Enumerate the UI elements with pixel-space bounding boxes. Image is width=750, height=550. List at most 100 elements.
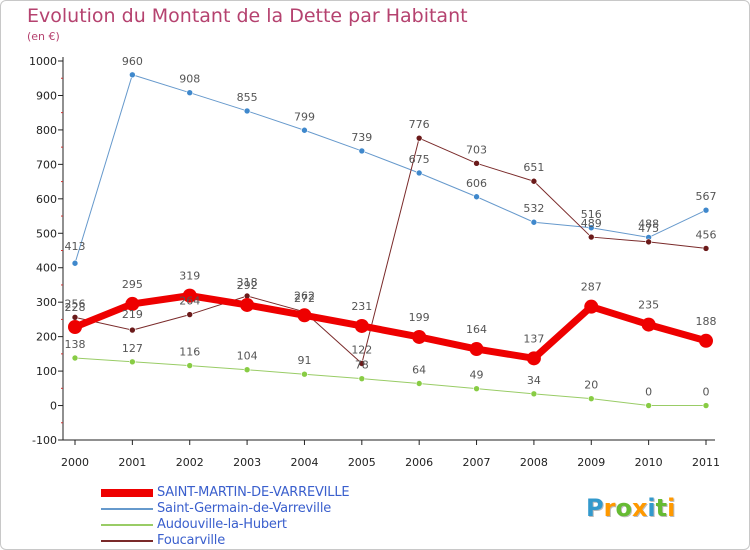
logo-letter: i xyxy=(667,494,676,522)
legend-item: Audouville-la-Hubert xyxy=(101,517,349,533)
data-label-audouville-la-hubert: 104 xyxy=(237,350,258,363)
data-point-foucarville xyxy=(645,238,652,246)
data-point-audouville-la-hubert xyxy=(186,362,194,369)
y-tick-label: 700 xyxy=(36,158,57,171)
y-tick-label: 600 xyxy=(36,193,57,206)
data-label-saint-germain-de-varreville: 532 xyxy=(523,202,544,215)
data-point-foucarville xyxy=(129,326,136,334)
chart-title: Evolution du Montant de la Dette par Hab… xyxy=(27,5,468,27)
y-tick-label: 1000 xyxy=(29,55,57,68)
data-label-audouville-la-hubert: 91 xyxy=(297,354,311,367)
data-label-audouville-la-hubert: 64 xyxy=(412,363,426,376)
legend-item: Foucarville xyxy=(101,533,349,549)
x-tick-label: 2001 xyxy=(118,456,146,469)
data-point-audouville-la-hubert xyxy=(587,395,595,402)
data-point-audouville-la-hubert xyxy=(243,366,251,374)
legend-item: SAINT-MARTIN-DE-VARREVILLE xyxy=(101,485,350,501)
y-tick-label: 0 xyxy=(50,400,57,413)
data-point-foucarville xyxy=(473,160,480,167)
series-line-foucarville xyxy=(74,137,707,365)
data-label-audouville-la-hubert: 20 xyxy=(584,379,598,392)
y-tick-label: 500 xyxy=(36,227,57,240)
legend-label: Audouville-la-Hubert xyxy=(157,517,287,532)
data-point-foucarville xyxy=(702,245,710,252)
data-point-saint-germain-de-varreville xyxy=(702,206,710,214)
data-point-saint-martin-de-varreville xyxy=(182,288,197,303)
series-line-saint-martin-de-varreville xyxy=(73,292,707,362)
data-point-saint-martin-de-varreville xyxy=(354,318,369,333)
data-label-foucarville: 651 xyxy=(523,161,544,174)
data-label-audouville-la-hubert: 116 xyxy=(179,346,200,359)
x-tick-label: 2005 xyxy=(348,456,376,469)
data-point-saint-martin-de-varreville xyxy=(412,329,427,344)
data-label-saint-martin-de-varreville: 287 xyxy=(581,281,602,294)
data-label-saint-germain-de-varreville: 413 xyxy=(65,240,86,253)
data-point-audouville-la-hubert xyxy=(473,385,480,392)
data-point-audouville-la-hubert xyxy=(702,402,710,409)
data-label-foucarville: 264 xyxy=(179,295,200,308)
data-label-foucarville: 776 xyxy=(409,118,430,131)
data-label-saint-germain-de-varreville: 855 xyxy=(237,91,258,104)
data-point-saint-germain-de-varreville xyxy=(587,224,595,232)
data-point-foucarville xyxy=(415,134,423,142)
data-label-foucarville: 489 xyxy=(581,217,602,230)
legend-label: Saint-Germain-de-Varreville xyxy=(157,501,332,516)
data-label-foucarville: 256 xyxy=(65,297,86,310)
logo-letter: r xyxy=(603,494,616,522)
x-tick-label: 2007 xyxy=(463,456,491,469)
data-label-saint-germain-de-varreville: 908 xyxy=(179,73,200,86)
data-label-audouville-la-hubert: 34 xyxy=(527,374,541,387)
data-label-saint-germain-de-varreville: 739 xyxy=(351,131,372,144)
data-label-saint-germain-de-varreville: 516 xyxy=(581,208,602,221)
data-label-saint-martin-de-varreville: 319 xyxy=(179,270,200,283)
data-point-saint-martin-de-varreville xyxy=(469,342,484,357)
x-tick-label: 2000 xyxy=(61,456,89,469)
data-point-foucarville xyxy=(530,177,538,185)
data-label-saint-germain-de-varreville: 567 xyxy=(696,190,717,203)
data-label-saint-martin-de-varreville: 228 xyxy=(65,301,86,314)
data-label-saint-martin-de-varreville: 231 xyxy=(351,300,372,313)
data-point-saint-germain-de-varreville xyxy=(301,126,308,134)
logo-letter: i xyxy=(647,494,656,522)
data-label-saint-martin-de-varreville: 188 xyxy=(696,315,717,328)
data-point-foucarville xyxy=(587,233,595,241)
x-tick-label: 2006 xyxy=(405,456,433,469)
x-tick-label: 2004 xyxy=(290,456,318,469)
data-point-saint-germain-de-varreville xyxy=(358,147,366,155)
data-point-audouville-la-hubert xyxy=(301,370,308,378)
x-tick-label: 2008 xyxy=(520,456,548,469)
y-tick-label: 800 xyxy=(36,124,57,137)
data-label-saint-germain-de-varreville: 488 xyxy=(638,217,659,230)
legend-swatch xyxy=(101,540,153,542)
data-label-saint-germain-de-varreville: 960 xyxy=(122,55,143,68)
data-point-audouville-la-hubert xyxy=(645,402,652,409)
logo-letter: x xyxy=(631,494,648,522)
legend-swatch xyxy=(101,489,153,497)
x-tick-label: 2003 xyxy=(233,456,261,469)
data-label-audouville-la-hubert: 0 xyxy=(703,386,710,399)
data-point-saint-martin-de-varreville xyxy=(125,296,140,311)
data-label-audouville-la-hubert: 49 xyxy=(470,369,484,382)
data-label-saint-germain-de-varreville: 606 xyxy=(466,177,487,190)
data-label-foucarville: 272 xyxy=(294,292,315,305)
data-label-foucarville: 456 xyxy=(696,228,717,241)
legend-swatch xyxy=(101,524,153,526)
y-tick-label: 100 xyxy=(36,365,57,378)
logo-letter: t xyxy=(655,494,668,522)
data-point-saint-germain-de-varreville xyxy=(129,71,136,79)
legend: SAINT-MARTIN-DE-VARREVILLE Saint-Germain-… xyxy=(101,485,350,549)
legend-swatch xyxy=(101,508,153,510)
data-point-audouville-la-hubert xyxy=(71,354,79,362)
data-label-foucarville: 122 xyxy=(351,344,372,357)
data-label-audouville-la-hubert: 138 xyxy=(65,338,86,351)
data-label-saint-martin-de-varreville: 199 xyxy=(409,311,430,324)
data-point-saint-martin-de-varreville xyxy=(699,333,713,348)
logo-letter: P xyxy=(586,494,604,522)
data-point-saint-martin-de-varreville xyxy=(641,317,656,332)
data-point-audouville-la-hubert xyxy=(129,358,136,366)
unit-label: (en €) xyxy=(27,30,60,43)
data-point-saint-germain-de-varreville xyxy=(473,193,480,201)
data-point-saint-martin-de-varreville xyxy=(240,297,255,312)
data-label-audouville-la-hubert: 78 xyxy=(355,359,369,372)
